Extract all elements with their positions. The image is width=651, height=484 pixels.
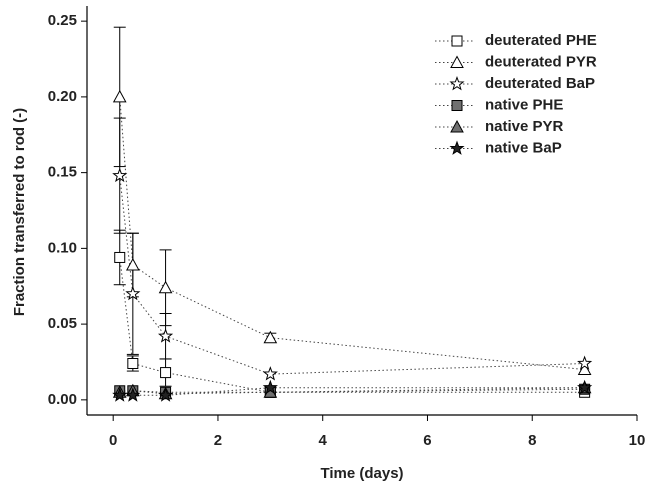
legend-label: deuterated BaP: [485, 75, 595, 92]
marker-star: [262, 379, 278, 395]
marker-star: [577, 379, 593, 395]
marker-triangle: [577, 362, 592, 376]
marker-star: [262, 366, 278, 381]
series-line: [119, 175, 585, 375]
x-axis-label: Time (days): [320, 465, 403, 482]
legend-label: native BaP: [485, 139, 562, 156]
marker-triangle: [158, 280, 173, 294]
marker-square: [160, 367, 172, 379]
marker-square: [114, 251, 126, 263]
marker-triangle: [450, 55, 464, 68]
x-tick-label: 6: [423, 432, 431, 449]
marker-triangle: [263, 330, 278, 344]
x-tick-label: 0: [109, 432, 117, 449]
x-tick-label: 4: [319, 432, 328, 449]
y-tick-label: 0.10: [48, 239, 77, 256]
series-line: [119, 387, 585, 395]
marker-star: [112, 387, 128, 402]
series-line: [119, 96, 585, 371]
marker-star: [112, 167, 128, 183]
marker-triangle: [125, 257, 140, 271]
legend-label: deuterated PYR: [485, 53, 597, 70]
marker-square: [451, 35, 463, 47]
marker-triangle: [112, 89, 127, 103]
marker-star: [449, 140, 465, 155]
legend-label: native PYR: [485, 118, 564, 135]
marker-star: [577, 355, 593, 370]
marker-star: [125, 387, 141, 402]
y-tick-label: 0.05: [48, 315, 77, 332]
legend-label: native PHE: [485, 96, 563, 113]
x-tick-label: 2: [214, 432, 222, 449]
x-tick-label: 10: [629, 432, 646, 449]
x-tick-label: 8: [528, 432, 536, 449]
marker-star: [158, 328, 174, 343]
marker-star: [158, 387, 174, 402]
marker-star: [125, 285, 141, 301]
y-tick-label: 0.15: [48, 164, 77, 181]
marker-square: [451, 100, 463, 111]
y-tick-label: 0.25: [48, 12, 77, 29]
series-line: [119, 257, 585, 393]
y-tick-label: 0.20: [48, 88, 77, 105]
marker-triangle: [450, 119, 464, 133]
marker-star: [449, 76, 465, 91]
y-axis-label: Fraction transferred to rod (-): [11, 108, 28, 316]
marker-square: [127, 357, 139, 369]
y-tick-label: 0.00: [48, 391, 77, 408]
legend-label: deuterated PHE: [485, 32, 597, 49]
